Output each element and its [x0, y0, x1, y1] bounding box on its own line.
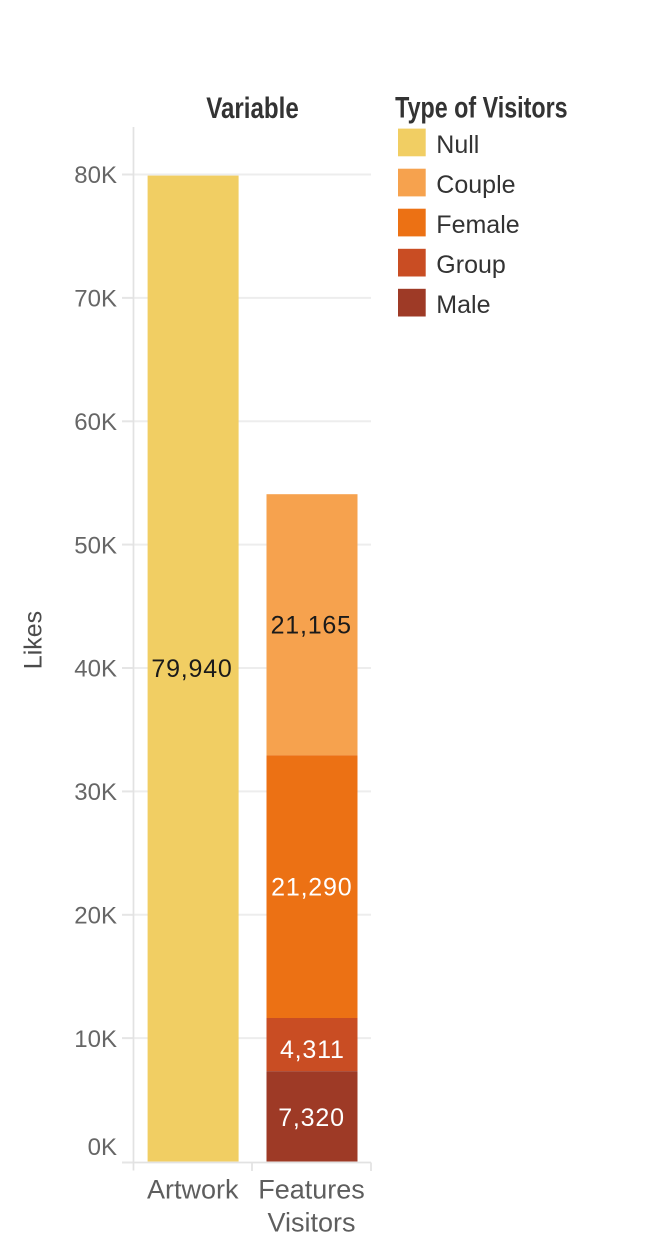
svg-text:60K: 60K — [74, 409, 117, 436]
svg-text:7,320: 7,320 — [278, 1104, 345, 1132]
svg-text:20K: 20K — [74, 903, 117, 930]
svg-text:4,311: 4,311 — [280, 1036, 345, 1064]
svg-text:Female: Female — [436, 211, 519, 239]
svg-text:0K: 0K — [88, 1134, 117, 1161]
svg-text:Features: Features — [258, 1174, 365, 1204]
svg-text:80K: 80K — [74, 162, 117, 189]
svg-text:Visitors: Visitors — [267, 1207, 355, 1237]
svg-text:Null: Null — [436, 131, 479, 159]
svg-text:Likes: Likes — [20, 611, 48, 669]
svg-text:Male: Male — [436, 291, 490, 319]
svg-text:Type of Visitors: Type of Visitors — [395, 92, 567, 125]
svg-text:21,165: 21,165 — [271, 612, 352, 640]
svg-text:30K: 30K — [74, 779, 117, 806]
svg-text:40K: 40K — [74, 656, 117, 683]
svg-text:21,290: 21,290 — [271, 874, 352, 902]
svg-text:50K: 50K — [74, 532, 117, 559]
svg-text:10K: 10K — [74, 1026, 117, 1053]
svg-text:Couple: Couple — [436, 171, 515, 199]
svg-text:79,940: 79,940 — [151, 655, 232, 683]
svg-text:70K: 70K — [74, 286, 117, 313]
svg-text:Artwork: Artwork — [147, 1174, 239, 1204]
svg-text:Variable: Variable — [206, 92, 299, 125]
svg-text:Group: Group — [436, 251, 505, 279]
